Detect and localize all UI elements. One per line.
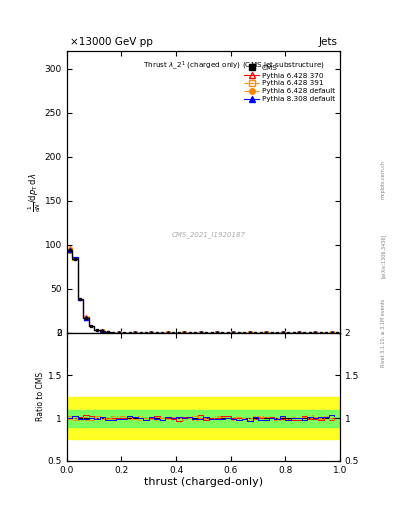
Text: Thrust $\lambda\_2^1$ (charged only) (CMS jet substructure): Thrust $\lambda\_2^1$ (charged only) (CM… — [143, 60, 325, 73]
Legend: CMS, Pythia 6.428 370, Pythia 6.428 391, Pythia 6.428 default, Pythia 8.308 defa: CMS, Pythia 6.428 370, Pythia 6.428 391,… — [243, 63, 336, 103]
Text: [arXiv:1306.3436]: [arXiv:1306.3436] — [381, 234, 386, 278]
Text: CMS_2021_I1920187: CMS_2021_I1920187 — [172, 231, 246, 238]
Y-axis label: Ratio to CMS: Ratio to CMS — [36, 372, 45, 421]
Y-axis label: $\frac{1}{\mathrm{d}N} / \mathrm{d}p_\mathrm{T}\,\mathrm{d}\lambda$: $\frac{1}{\mathrm{d}N} / \mathrm{d}p_\ma… — [27, 173, 43, 211]
Text: Rivet 3.1.10, ≥ 3.1M events: Rivet 3.1.10, ≥ 3.1M events — [381, 298, 386, 367]
Text: mcplots.cern.ch: mcplots.cern.ch — [381, 160, 386, 199]
Bar — [67, 397, 340, 439]
Text: ×13000 GeV pp: ×13000 GeV pp — [70, 37, 152, 47]
Bar — [67, 410, 340, 426]
Text: Jets: Jets — [318, 37, 337, 47]
X-axis label: thrust (charged-only): thrust (charged-only) — [144, 477, 263, 487]
